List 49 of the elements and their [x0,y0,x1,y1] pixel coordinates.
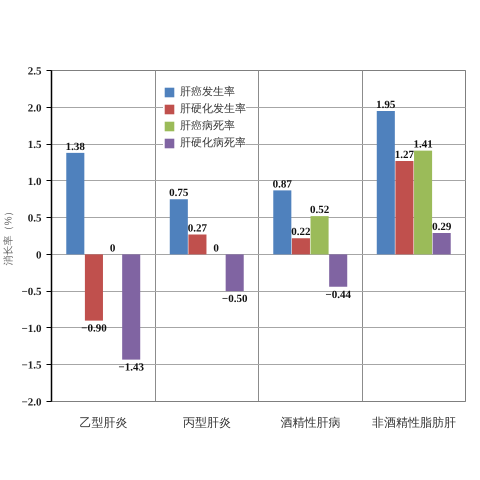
data-label: −0.50 [222,293,248,306]
data-label: 0.52 [310,204,330,216]
legend-label: 肝癌病死率 [180,118,235,133]
bar [329,254,348,287]
y-tick-label: 0.5 [28,212,42,225]
bar [414,150,432,254]
data-label: 1.41 [413,138,433,151]
data-label: 0.87 [272,178,292,190]
data-label: 0.22 [291,226,312,238]
bar [273,190,292,254]
y-tick-label: 1.0 [28,176,42,188]
bar [226,254,244,292]
data-label: −0.90 [81,322,108,335]
data-label: 0.29 [432,221,452,234]
y-tick-label: 0 [36,249,42,262]
y-axis-title: 消长率（%） [2,206,14,266]
data-label: 0.75 [169,187,189,200]
bar [310,216,329,254]
bar [292,238,310,254]
bar [84,254,103,321]
x-tick-label: 丙型肝炎 [182,416,231,430]
bar [66,152,84,254]
data-label: −0.44 [325,288,352,301]
bar [170,199,188,254]
data-label: 1.95 [376,98,396,111]
y-tick-label: −0.5 [21,286,42,298]
y-tick-label: 1.5 [28,139,42,152]
x-tick-label: 乙型肝炎 [79,416,128,430]
data-label: 1.27 [394,148,415,161]
x-tick-label: 酒精性肝病 [280,416,340,430]
y-tick-label: −2.0 [21,396,42,408]
bar [376,110,395,254]
legend-label: 肝癌发生率 [180,84,235,99]
x-tick-label: 非酒精性脂肪肝 [372,416,456,430]
bar [188,234,206,254]
bar [432,233,451,254]
data-label: 0 [110,242,116,254]
bar [395,160,414,254]
y-tick-label: 2.5 [28,66,42,78]
legend-label: 肝硬化病死率 [180,136,246,150]
data-label: 0.27 [188,222,208,235]
y-tick-label: −1.0 [21,322,42,335]
y-tick-label: −1.5 [21,360,42,372]
data-label: 1.38 [66,140,86,153]
bar [122,254,140,360]
legend-label: 肝硬化发生率 [180,102,246,116]
data-label: −1.43 [118,362,144,374]
y-tick-label: 2.0 [28,102,42,114]
data-label: 0 [213,242,220,254]
